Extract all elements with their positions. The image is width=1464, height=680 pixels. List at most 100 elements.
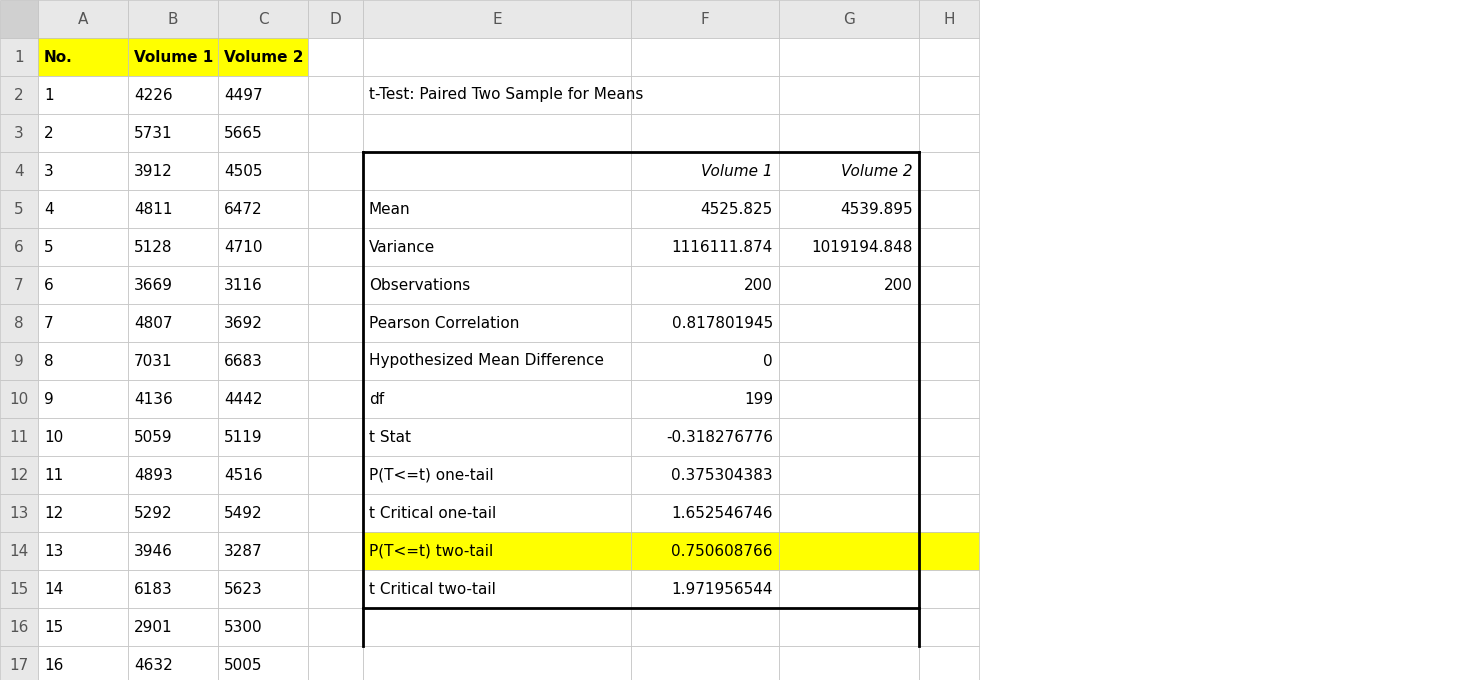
Bar xyxy=(127,608,218,646)
Bar xyxy=(919,0,979,38)
Bar xyxy=(363,456,631,494)
Bar xyxy=(779,456,919,494)
Bar xyxy=(307,76,363,114)
Bar xyxy=(631,570,779,608)
Bar xyxy=(307,418,363,456)
Bar xyxy=(307,342,363,380)
Bar xyxy=(919,570,979,608)
Text: 7: 7 xyxy=(44,316,54,330)
Bar xyxy=(307,494,363,532)
Bar xyxy=(631,190,779,228)
Text: 1019194.848: 1019194.848 xyxy=(811,239,914,254)
Text: 5128: 5128 xyxy=(135,239,173,254)
Bar xyxy=(38,608,127,646)
Text: 17: 17 xyxy=(9,658,29,673)
Text: 9: 9 xyxy=(15,354,23,369)
Text: P(T<=t) one-tail: P(T<=t) one-tail xyxy=(369,468,493,483)
Bar xyxy=(127,76,218,114)
Bar xyxy=(631,114,779,152)
Bar xyxy=(127,570,218,608)
Text: 0: 0 xyxy=(763,354,773,369)
Bar xyxy=(218,114,307,152)
Text: 4811: 4811 xyxy=(135,201,173,216)
Text: Volume 1: Volume 1 xyxy=(701,163,773,178)
Text: 5292: 5292 xyxy=(135,505,173,520)
Bar xyxy=(919,114,979,152)
Bar xyxy=(38,646,127,680)
Text: 5492: 5492 xyxy=(224,505,262,520)
Bar xyxy=(127,494,218,532)
Text: 3287: 3287 xyxy=(224,543,262,558)
Bar xyxy=(0,266,38,304)
Bar xyxy=(779,418,919,456)
Text: 5731: 5731 xyxy=(135,126,173,141)
Bar xyxy=(127,532,218,570)
Bar xyxy=(919,266,979,304)
Text: 1: 1 xyxy=(44,88,54,103)
Bar xyxy=(38,570,127,608)
Bar xyxy=(127,418,218,456)
Bar xyxy=(363,0,631,38)
Bar xyxy=(631,152,779,190)
Bar xyxy=(919,342,979,380)
Text: Volume 2: Volume 2 xyxy=(224,50,303,65)
Text: 4632: 4632 xyxy=(135,658,173,673)
Text: 200: 200 xyxy=(884,277,914,292)
Bar xyxy=(779,646,919,680)
Bar xyxy=(919,418,979,456)
Bar xyxy=(127,304,218,342)
Bar xyxy=(218,646,307,680)
Bar xyxy=(779,380,919,418)
Bar xyxy=(0,38,38,76)
Text: Hypothesized Mean Difference: Hypothesized Mean Difference xyxy=(369,354,605,369)
Text: 4: 4 xyxy=(15,163,23,178)
Bar xyxy=(919,456,979,494)
Text: 1.971956544: 1.971956544 xyxy=(672,581,773,596)
Bar xyxy=(779,38,919,76)
Bar xyxy=(631,38,779,76)
Bar xyxy=(363,608,631,646)
Text: t Stat: t Stat xyxy=(369,430,411,445)
Bar xyxy=(363,152,631,190)
Bar xyxy=(38,342,127,380)
Bar xyxy=(0,152,38,190)
Bar xyxy=(218,76,307,114)
Bar xyxy=(363,190,631,228)
Bar xyxy=(631,0,779,38)
Bar xyxy=(631,608,779,646)
Bar xyxy=(307,38,363,76)
Text: C: C xyxy=(258,12,268,27)
Text: 5665: 5665 xyxy=(224,126,262,141)
Text: Variance: Variance xyxy=(369,239,435,254)
Bar xyxy=(38,228,127,266)
Text: 4516: 4516 xyxy=(224,468,262,483)
Bar xyxy=(127,380,218,418)
Bar xyxy=(127,456,218,494)
Text: 2: 2 xyxy=(44,126,54,141)
Text: 5059: 5059 xyxy=(135,430,173,445)
Bar xyxy=(919,304,979,342)
Text: 14: 14 xyxy=(9,543,29,558)
Bar xyxy=(779,342,919,380)
Bar xyxy=(218,342,307,380)
Text: 15: 15 xyxy=(9,581,29,596)
Bar xyxy=(779,114,919,152)
Bar xyxy=(363,532,631,570)
Bar xyxy=(127,152,218,190)
Bar xyxy=(218,38,307,76)
Bar xyxy=(38,456,127,494)
Text: 4: 4 xyxy=(44,201,54,216)
Bar xyxy=(307,190,363,228)
Text: G: G xyxy=(843,12,855,27)
Bar xyxy=(363,646,631,680)
Text: 4525.825: 4525.825 xyxy=(701,201,773,216)
Bar xyxy=(127,38,218,76)
Bar xyxy=(631,342,779,380)
Bar xyxy=(919,190,979,228)
Text: 4539.895: 4539.895 xyxy=(840,201,914,216)
Bar xyxy=(38,38,127,76)
Text: 200: 200 xyxy=(744,277,773,292)
Text: 3116: 3116 xyxy=(224,277,262,292)
Bar xyxy=(363,114,631,152)
Bar xyxy=(218,228,307,266)
